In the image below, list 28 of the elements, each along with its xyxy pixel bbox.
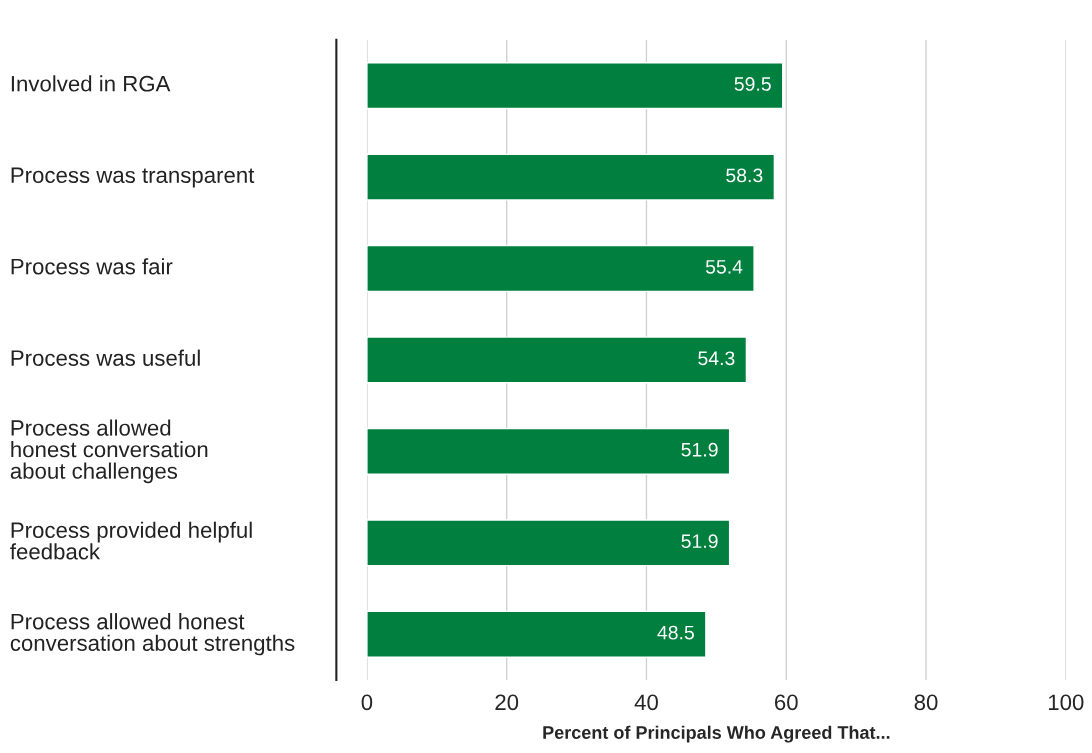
bar	[366, 153, 776, 201]
x-tick-label: 20	[495, 694, 519, 711]
x-tick-label: 0	[361, 694, 373, 711]
bar	[366, 244, 755, 293]
y-tick-label: Process was useful	[11, 349, 200, 366]
x-tick-label: 80	[914, 694, 938, 711]
data-label: 59.5	[734, 77, 771, 91]
data-label: 48.5	[657, 625, 694, 640]
bar	[366, 610, 707, 658]
bar	[366, 427, 731, 475]
y-tick-label: Involved in RGA	[11, 75, 171, 92]
data-label: 51.9	[681, 442, 718, 457]
x-tick-label: 100	[1048, 694, 1084, 711]
y-tick-label: Process allowed honest conversation about challenges	[10, 419, 208, 484]
bar	[366, 336, 748, 384]
x-tick-label: 60	[775, 694, 798, 711]
data-label: 58.3	[726, 168, 763, 183]
bar	[366, 519, 731, 567]
y-tick-label: Process provided helpful feedback	[10, 521, 252, 560]
bar	[366, 62, 784, 110]
y-tick-label: Process allowed honest conversation about strengths	[10, 613, 295, 656]
data-label: 55.4	[705, 260, 743, 274]
data-label: 54.3	[698, 351, 735, 366]
x-tick-label: 40	[634, 694, 658, 711]
y-tick-label: Process was fair	[11, 258, 173, 275]
y-tick-label: Process was transparent	[11, 167, 255, 188]
data-label: 51.9	[681, 534, 718, 549]
x-axis-title: Percent of Principals Who Agreed That...	[543, 725, 890, 743]
